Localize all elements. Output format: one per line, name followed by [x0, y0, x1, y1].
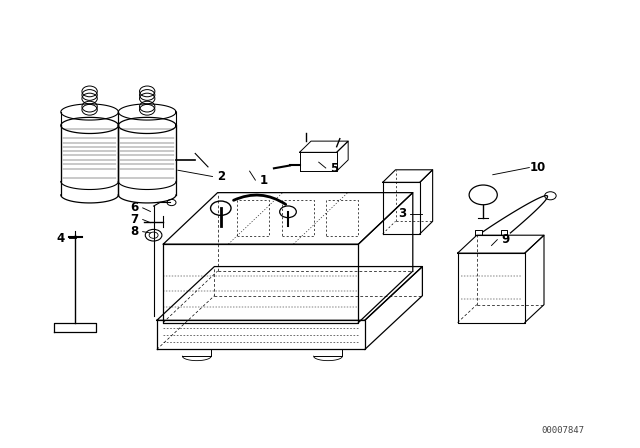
Text: 2: 2 [217, 170, 225, 183]
Text: 6: 6 [131, 201, 138, 215]
Text: 10: 10 [529, 161, 546, 174]
Text: 3: 3 [398, 207, 406, 220]
Text: 1: 1 [260, 173, 268, 187]
Text: 9: 9 [502, 233, 509, 246]
Text: 7: 7 [131, 213, 138, 226]
Text: 00007847: 00007847 [541, 426, 585, 435]
Text: 5: 5 [330, 161, 338, 175]
Text: 8: 8 [131, 225, 138, 238]
Text: 4: 4 [57, 232, 65, 245]
